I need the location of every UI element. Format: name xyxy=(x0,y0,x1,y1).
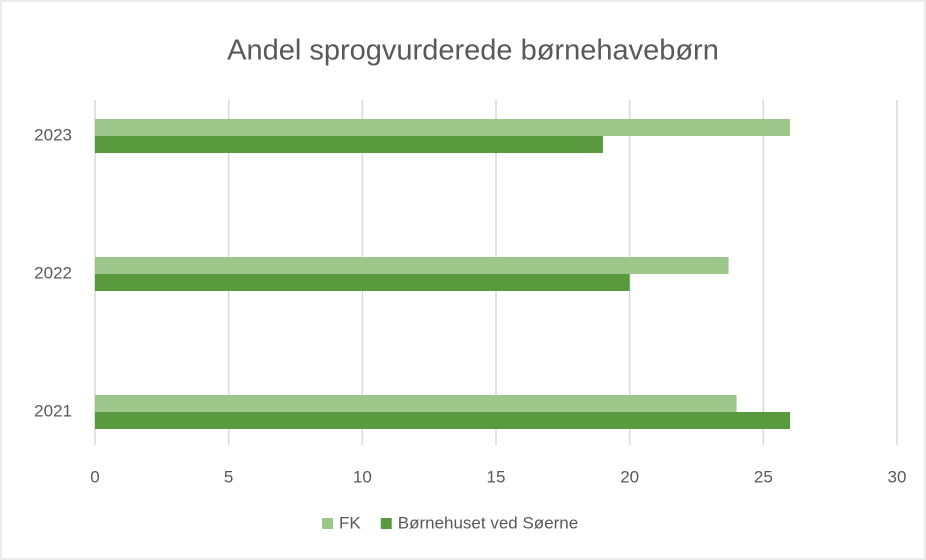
bar xyxy=(95,257,729,274)
x-tick-label: 25 xyxy=(754,467,773,486)
legend-label: FK xyxy=(339,513,361,532)
chart-title: Andel sprogvurderede børnehavebørn xyxy=(227,35,719,67)
x-tick-label: 30 xyxy=(888,467,907,486)
x-tick-label: 10 xyxy=(353,467,372,486)
x-tick-label: 15 xyxy=(487,467,506,486)
bar xyxy=(95,395,737,412)
bar xyxy=(95,274,630,291)
bar xyxy=(95,119,791,136)
bar xyxy=(95,412,791,429)
x-tick-label: 0 xyxy=(90,467,99,486)
legend-swatch xyxy=(380,518,392,529)
x-tick-label: 20 xyxy=(620,467,639,486)
y-tick-label: 2023 xyxy=(34,125,72,144)
x-tick-label: 5 xyxy=(224,467,233,486)
y-tick-label: 2021 xyxy=(34,401,72,420)
y-tick-label: 2022 xyxy=(34,263,72,282)
bar xyxy=(95,136,603,153)
legend-swatch xyxy=(322,518,333,529)
legend-label: Børnehuset ved Søerne xyxy=(398,513,578,532)
